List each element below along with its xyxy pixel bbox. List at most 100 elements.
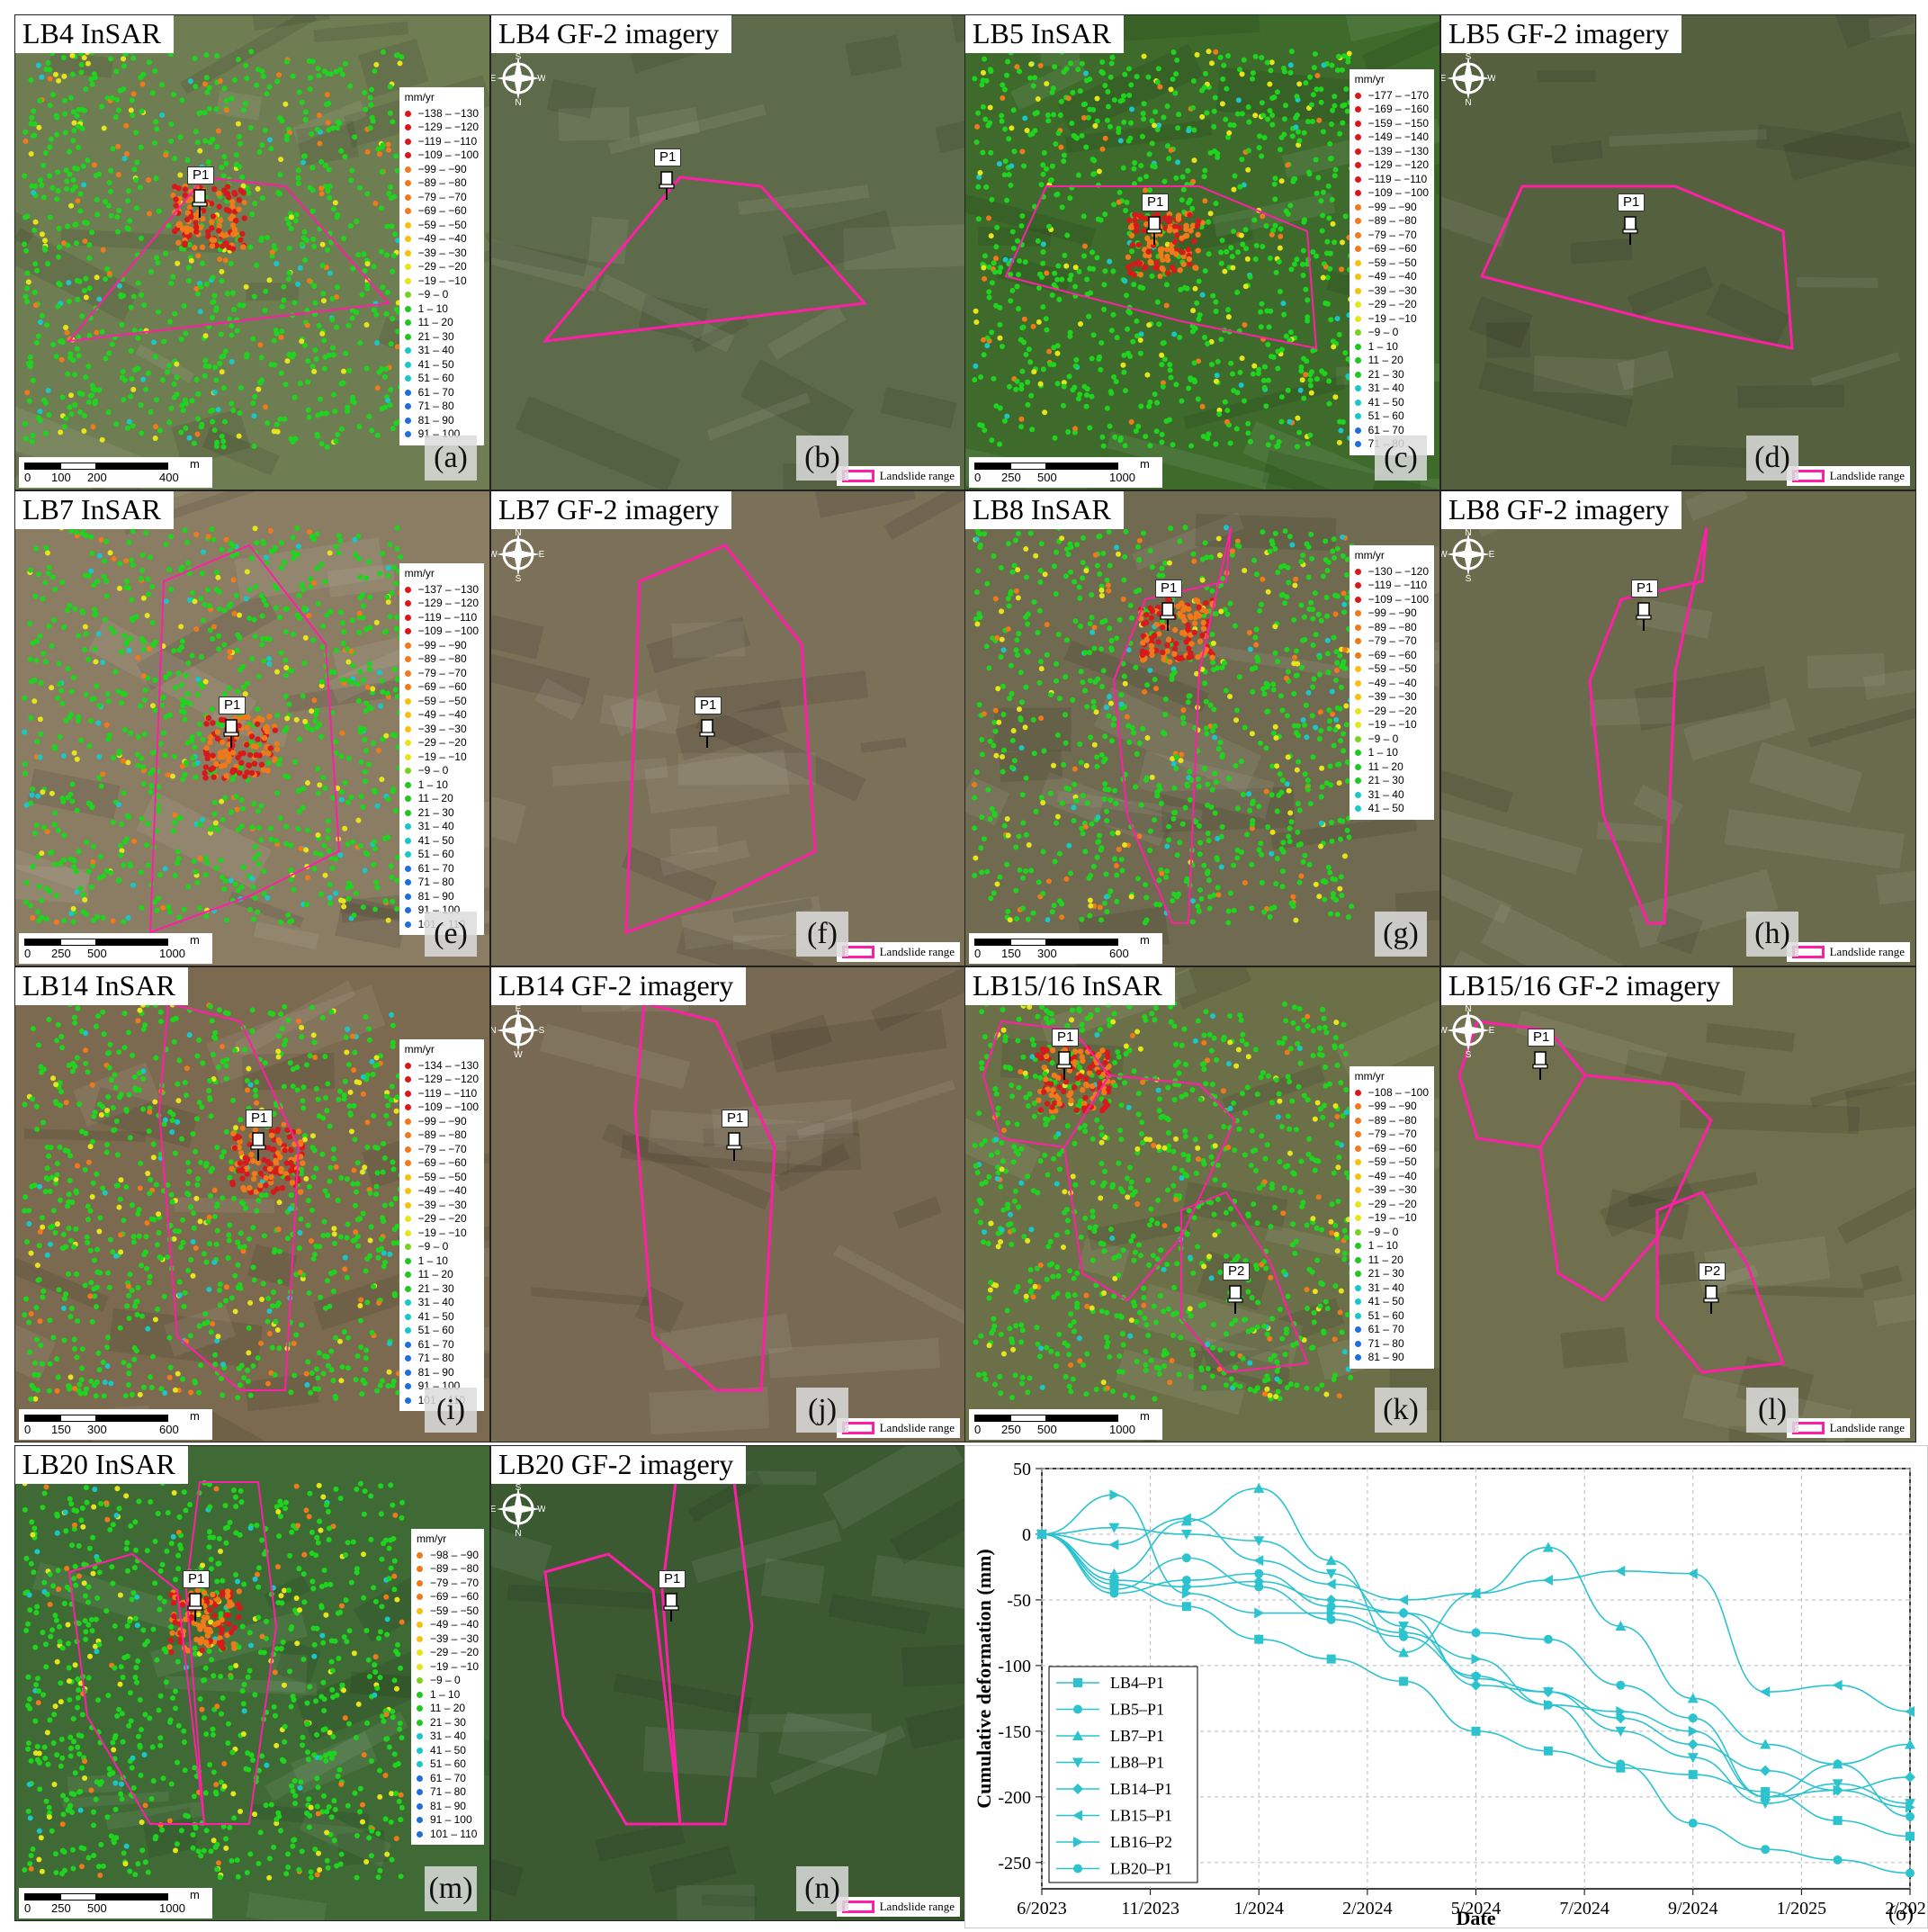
scale-label: 500 [87, 1901, 107, 1915]
legend-label: 61 – 70 [1368, 1323, 1404, 1337]
legend-swatch [1355, 288, 1361, 294]
legend-item: 41 – 50 [417, 1744, 479, 1758]
legend-label: −9 – 0 [418, 1240, 449, 1254]
legend-item: −79 – −70 [405, 191, 479, 205]
legend-swatch [1355, 764, 1361, 770]
legend-label: −119 – −110 [418, 1087, 478, 1101]
legend-item: 1 – 10 [417, 1688, 479, 1703]
legend-item: 41 – 50 [405, 1310, 479, 1325]
legend-item: 41 – 50 [1355, 1295, 1429, 1309]
legend-swatch [417, 1664, 423, 1670]
legend-item: 21 – 30 [1355, 774, 1429, 788]
legend-swatch [1355, 400, 1361, 406]
legend-label: −19 – −10 [418, 274, 467, 289]
legend-label: 41 – 50 [430, 1744, 466, 1758]
legend-label: 11 – 20 [418, 1268, 453, 1282]
scale-label: 150 [1001, 947, 1021, 960]
legend-swatch [405, 1146, 411, 1153]
compass-letter: W [491, 550, 498, 560]
legend-item: −99 – −90 [405, 163, 479, 177]
scale-segment [1010, 939, 1046, 946]
legend-item: −89 – −80 [417, 1562, 479, 1577]
legend-swatch [405, 111, 411, 117]
legend-label: −159 – −150 [1368, 117, 1429, 131]
legend-item: 1 – 10 [1355, 340, 1429, 355]
legend-label: −29 – −20 [1368, 298, 1417, 312]
data-point [1760, 1686, 1770, 1697]
legend-label: −99 – −90 [418, 639, 467, 653]
legend-item: −49 – −40 [405, 708, 479, 723]
legend-item: −29 – −20 [1355, 1198, 1429, 1212]
legend-label: −19 – −10 [1368, 312, 1417, 327]
legend-label: −49 – −40 [1368, 677, 1417, 691]
legend-swatch [1355, 1285, 1361, 1291]
legend-item: −69 – −60 [405, 204, 479, 219]
compass-letter: E [539, 550, 545, 560]
legend-item: −109 – −100 [1355, 593, 1429, 607]
data-point [1254, 1608, 1264, 1619]
data-point [1398, 1595, 1408, 1605]
legend-label: LB7–P1 [1110, 1727, 1164, 1745]
legend-swatch [405, 1370, 411, 1376]
legend-item: 21 – 30 [1355, 1267, 1429, 1281]
data-point [1615, 1566, 1625, 1577]
legend-label: −9 – 0 [1368, 1226, 1399, 1240]
legend-item: −129 – −120 [405, 597, 479, 611]
map-pin-icon [1055, 1050, 1073, 1081]
legend-item: 31 – 40 [1355, 382, 1429, 396]
legend-label: −29 – −20 [1368, 1198, 1417, 1212]
legend-label: 21 – 30 [1368, 1267, 1404, 1281]
legend-item: −99 – −90 [1355, 607, 1429, 621]
map-j [491, 967, 965, 1442]
data-point [1472, 1654, 1482, 1665]
compass-letter: E [491, 74, 497, 84]
compass-icon: SWNE [491, 51, 545, 105]
legend-marker [1073, 1678, 1082, 1687]
legend-swatch [1355, 1313, 1361, 1319]
legend-item: −89 – −80 [405, 652, 479, 667]
legend-label: 51 – 60 [1368, 409, 1404, 424]
map-pin-icon [1635, 601, 1653, 632]
compass-letter: E [1489, 1026, 1495, 1036]
map-b [491, 15, 965, 490]
landslide-range-label: Landslide range [880, 945, 955, 959]
panel-letter: (g) [1375, 912, 1427, 957]
legend-item: −109 – −100 [1355, 186, 1429, 201]
legend-label: −79 – −70 [418, 667, 467, 681]
legend-label: LB4–P1 [1110, 1674, 1164, 1692]
legend-swatch [417, 1761, 423, 1767]
legend-item: 31 – 40 [1355, 788, 1429, 803]
data-point [1399, 1609, 1408, 1618]
legend-item: −177 – −170 [1355, 89, 1429, 103]
legend-swatch [417, 1748, 423, 1754]
data-point [1833, 1680, 1843, 1691]
legend-label: −108 – −100 [1368, 1086, 1429, 1101]
legend-item: −89 – −80 [1355, 214, 1429, 229]
scale-segment [1046, 463, 1118, 470]
scale-segment [24, 463, 60, 470]
legend-label: 21 – 30 [430, 1716, 466, 1730]
legend-item: −79 – −70 [1355, 1128, 1429, 1142]
scale-segment [60, 1893, 96, 1901]
legend-label: −79 – −70 [430, 1577, 479, 1591]
scale-unit: m [190, 457, 200, 471]
scale-segment [1010, 463, 1046, 470]
legend-label: 11 – 20 [418, 316, 453, 330]
legend-item: −19 – −10 [1355, 1211, 1429, 1226]
data-point [1688, 1739, 1699, 1749]
legend-swatch [405, 1202, 411, 1209]
legend-item: −19 – −10 [405, 1227, 479, 1241]
legend-label: 1 – 10 [418, 1254, 448, 1269]
legend-swatch [405, 208, 411, 214]
landslide-range-legend: Landslide range [1787, 942, 1910, 962]
scale-label: 1000 [159, 947, 185, 960]
legend-label: 31 – 40 [418, 1296, 454, 1310]
legend-item: −134 – −130 [405, 1059, 479, 1074]
legend-label: 81 – 90 [418, 890, 454, 904]
compass-letter: N [515, 1529, 521, 1536]
panel-title: LB5 GF-2 imagery [1441, 15, 1681, 53]
legend-unit: mm/yr [1355, 73, 1429, 87]
legend-swatch [417, 1622, 423, 1628]
